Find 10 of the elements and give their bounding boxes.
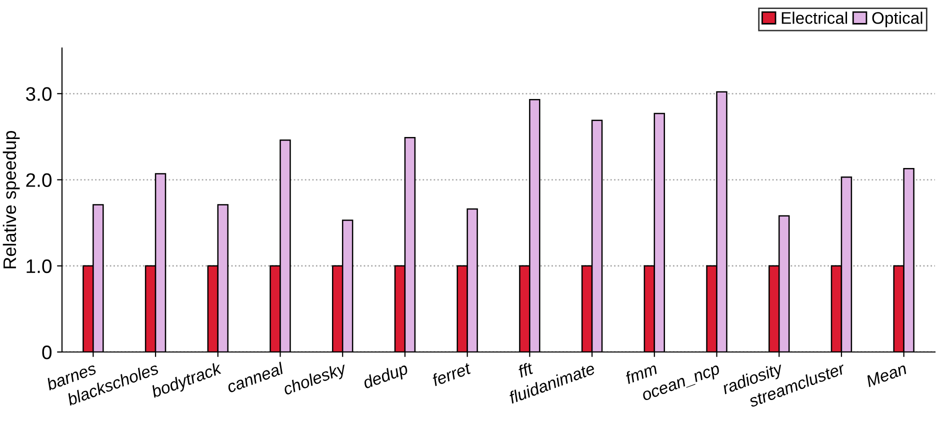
- x-tick-label: ferret: [431, 362, 472, 386]
- y-tick-label: 3.0: [26, 87, 52, 101]
- y-tick-label: 1.0: [26, 259, 52, 274]
- x-tick-label: dedup: [362, 362, 410, 392]
- y-tick-label: 0: [42, 345, 52, 360]
- legend-label: Optical: [872, 12, 922, 28]
- y-axis-title: Relative speedup: [2, 130, 20, 268]
- x-tick-label: Mean: [865, 362, 908, 388]
- y-tick-label: 2.0: [26, 173, 52, 187]
- legend-label: Electrical: [782, 12, 848, 24]
